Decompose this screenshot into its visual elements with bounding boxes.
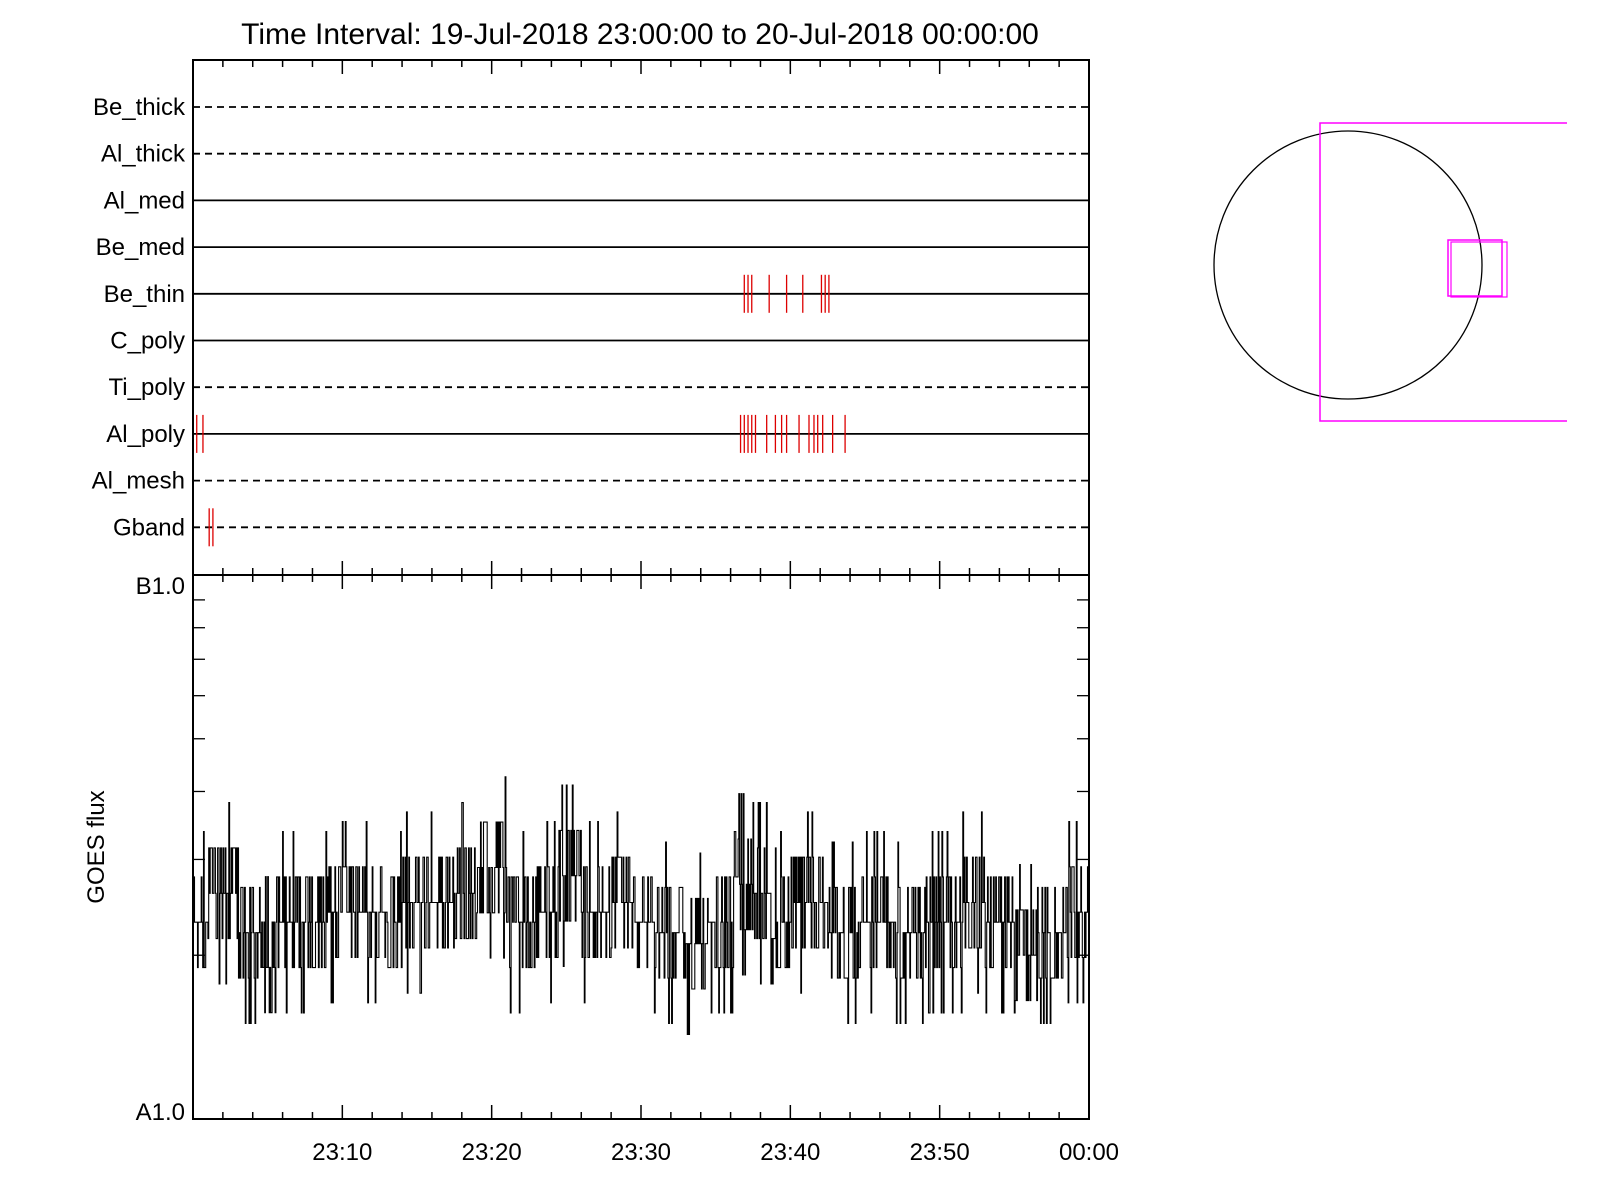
channel-label-be-med: Be_med xyxy=(96,234,185,261)
solar-disk xyxy=(1213,130,1483,400)
large-fov-box xyxy=(1319,122,1567,422)
x-tick-labels: 23:10 23:20 23:30 23:40 23:50 00:00 xyxy=(312,1139,1119,1166)
channel-label-gband: Gband xyxy=(113,514,185,541)
x-tick-label: 23:10 xyxy=(312,1139,372,1166)
channel-panel: Be_thick Al_thick Al_med Be_med Be_thin C_pol… xyxy=(92,59,1090,576)
small-fov-box-outline xyxy=(1450,241,1508,298)
channel-label-ti-poly: Ti_poly xyxy=(109,374,185,401)
goes-flux-panel: GOES flux B1.0 A1.0 23:10 23:20 23:30 23:40… xyxy=(83,573,1119,1166)
channel-rows: Be_thick Al_thick Al_med Be_med Be_thin C_pol… xyxy=(92,94,1089,541)
channel-label-c-poly: C_poly xyxy=(110,328,185,355)
channel-label-al-poly: Al_poly xyxy=(106,421,185,448)
x-tick-label: 23:40 xyxy=(760,1139,820,1166)
channel-panel-ticks xyxy=(192,60,1090,575)
y-axis-label: GOES flux xyxy=(83,790,110,903)
channel-label-al-med: Al_med xyxy=(104,187,185,214)
channel-panel-frame xyxy=(192,59,1090,576)
goes-flux-panel-ticks xyxy=(192,575,1090,1119)
channel-label-be-thin: Be_thin xyxy=(104,281,185,308)
goes-flux-trace xyxy=(193,776,1090,1035)
sun-fov-inset xyxy=(1213,122,1567,422)
channel-label-al-thick: Al_thick xyxy=(101,141,186,168)
x-tick-label: 23:50 xyxy=(910,1139,970,1166)
small-fov-box xyxy=(1447,239,1503,297)
x-tick-label: 00:00 xyxy=(1059,1139,1119,1166)
x-tick-label: 23:30 xyxy=(611,1139,671,1166)
channel-label-be-thick: Be_thick xyxy=(93,94,186,121)
y-tick-label-top: B1.0 xyxy=(136,573,185,600)
y-tick-label-bottom: A1.0 xyxy=(136,1099,185,1126)
x-tick-label: 23:20 xyxy=(462,1139,522,1166)
goes-flux-panel-frame xyxy=(192,574,1090,1120)
channel-events xyxy=(196,274,846,547)
channel-label-al-mesh: Al_mesh xyxy=(92,468,185,495)
goes-flux-line xyxy=(193,776,1090,1035)
chart-title: Time Interval: 19-Jul-2018 23:00:00 to 2… xyxy=(241,18,1039,51)
